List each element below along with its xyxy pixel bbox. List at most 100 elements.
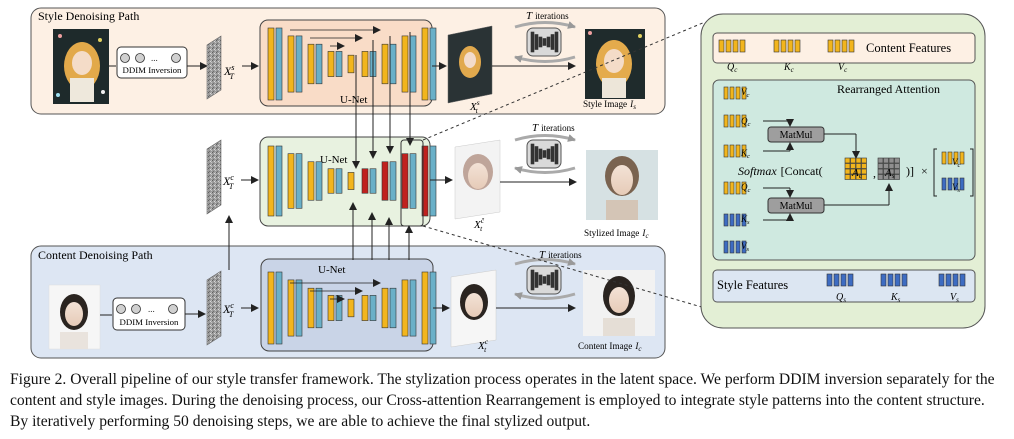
layer-block — [307, 287, 315, 329]
style-noise-latent — [206, 35, 222, 100]
layer-block — [381, 43, 389, 85]
attention-cell — [894, 163, 900, 169]
attention-cell — [844, 157, 851, 164]
layer-block — [307, 43, 315, 85]
style-feature-bars — [826, 273, 966, 287]
feature-bar — [735, 114, 741, 128]
layer-block — [335, 51, 343, 77]
style-unet-label: U-Net — [340, 94, 368, 106]
feature-bar — [735, 213, 741, 227]
style-ddim-label: DDIM Inversion — [123, 65, 182, 75]
layer-block — [401, 153, 409, 209]
layer-block — [267, 145, 275, 217]
ra-kc-label: Kc — [740, 148, 750, 160]
ra-vc-label: Vc — [741, 87, 750, 99]
feature-bar — [723, 181, 729, 195]
feature-bar — [732, 39, 739, 53]
content-iteration-loop — [514, 258, 576, 300]
attention-cell — [861, 168, 867, 175]
feature-bar — [840, 273, 847, 287]
layer-block — [421, 271, 429, 345]
style-features-label: Style Features — [717, 278, 788, 292]
layer-block — [295, 279, 303, 337]
feature-bar — [735, 144, 741, 158]
feature-bar — [794, 39, 801, 53]
feature-bar — [880, 273, 887, 287]
ac-label: Ac — [851, 167, 863, 180]
layer-block — [409, 153, 417, 209]
layer-block — [267, 271, 275, 345]
attention-cell — [855, 163, 862, 169]
mini-unet-block — [550, 146, 555, 162]
as-label: As — [884, 167, 895, 180]
stylized-unet-label: U-Net — [320, 154, 348, 166]
layer-block — [287, 153, 295, 209]
feature-bar — [952, 273, 959, 287]
feature-bar — [723, 114, 729, 128]
content-path-title: Content Denoising Path — [38, 248, 153, 262]
matmul-label-content: MatMul — [780, 130, 813, 141]
mini-unet-block — [530, 143, 535, 165]
stylized-output-label: Stylized Image Ic — [584, 228, 649, 240]
style-input-image — [53, 29, 109, 104]
mini-unet-block — [554, 143, 559, 165]
layer-block — [369, 295, 377, 321]
attention-map-style — [877, 157, 900, 180]
feature-bar — [741, 181, 747, 195]
content-feature-bars — [718, 39, 855, 53]
rearranged-feature-bars — [723, 86, 747, 254]
layer-block — [401, 279, 409, 337]
content-v-label: Vc — [838, 62, 848, 74]
mini-unet-block — [546, 148, 551, 160]
feature-bar — [741, 240, 747, 254]
attention-cell — [888, 157, 895, 164]
attention-layer-highlight — [400, 139, 424, 227]
svg-text:...: ... — [148, 304, 155, 314]
ra-ks-label: Ks — [740, 214, 750, 226]
stylized-noise-symbol: Xc T — [222, 173, 234, 191]
content-q-label: Qc — [727, 62, 738, 74]
attention-cell — [844, 163, 851, 169]
layer-block — [401, 35, 409, 93]
svg-text:...: ... — [151, 53, 158, 63]
content-latent-image — [450, 269, 497, 348]
feature-bar — [729, 114, 735, 128]
mini-unet-block — [550, 34, 555, 50]
feature-bar — [953, 177, 959, 191]
content-noise-symbol: Xc T — [222, 301, 234, 319]
attention-cell — [844, 168, 851, 175]
content-path-group: Content Denoising Path ... DDIM Inversio… — [30, 245, 666, 359]
v-concat-bars — [941, 151, 965, 191]
attention-cell — [888, 174, 895, 180]
layer-block — [295, 35, 303, 93]
layer-block — [307, 161, 315, 201]
attention-cell — [888, 163, 895, 169]
mini-unet-block — [530, 31, 535, 53]
content-latent-symbol: Xc t — [477, 337, 489, 354]
mini-unet-block — [534, 34, 539, 50]
style-latent-symbol: Xs t — [469, 98, 480, 115]
content-unet-label: U-Net — [318, 264, 346, 276]
layer-block — [327, 295, 335, 321]
layer-block — [409, 279, 417, 337]
ra-qc2-label: Qc — [741, 182, 751, 194]
attention-panel: Content Features Qc Kc Vc Rearranged Att… — [700, 13, 986, 329]
attention-cell — [850, 174, 856, 180]
feature-bar — [827, 39, 834, 53]
style-unet-layers — [267, 26, 437, 101]
layer-block — [315, 43, 323, 85]
attention-cell — [861, 174, 867, 180]
feature-bar — [780, 39, 787, 53]
feature-bar — [723, 86, 729, 100]
attention-cell — [855, 168, 862, 175]
layer-block — [429, 27, 437, 101]
content-features-label: Content Features — [866, 41, 951, 55]
svg-text:,: , — [873, 166, 876, 180]
feature-bar — [741, 213, 747, 227]
layer-block — [275, 27, 283, 101]
feature-bar — [729, 86, 735, 100]
feature-bar — [959, 151, 965, 165]
layer-block — [287, 279, 295, 337]
